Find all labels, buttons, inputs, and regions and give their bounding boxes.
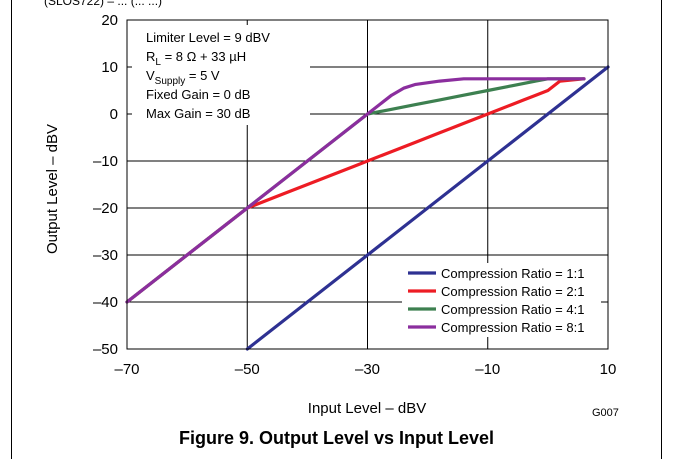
- legend-entry-label: Compression Ratio = 4:1: [441, 302, 584, 317]
- y-tick-label: –20: [93, 200, 118, 217]
- x-axis-label: Input Level – dBV: [308, 400, 426, 417]
- annotation-background: [132, 25, 310, 125]
- x-tick-label: –70: [114, 361, 139, 378]
- figure-code: G007: [592, 407, 619, 419]
- y-axis-label: Output Level – dBV: [44, 124, 61, 254]
- plot-area-border: [126, 19, 609, 350]
- page-frame-left-border: [11, 0, 12, 459]
- x-tick-label: 10: [600, 361, 617, 378]
- annotation-text: Fixed Gain = 0 dB: [146, 87, 250, 102]
- legend-entry-label: Compression Ratio = 1:1: [441, 266, 584, 281]
- y-tick-label: 10: [101, 59, 118, 76]
- y-tick-label: 20: [101, 12, 118, 29]
- tick-labels: –70 –50 –30 –10 10 –50 –40 –30 –20 –10 0 10 20: [93, 12, 616, 378]
- x-tick-label: –30: [355, 361, 380, 378]
- legend-entry-label: Compression Ratio = 8:1: [441, 320, 584, 335]
- x-tick-label: –50: [235, 361, 260, 378]
- annotation-line: Max Gain = 30 dB: [146, 106, 250, 121]
- annotation-line: Limiter Level = 9 dBV: [146, 30, 270, 45]
- y-tick-label: 0: [110, 106, 118, 123]
- legend: Compression Ratio = 1:1 Compression Ratio…: [402, 263, 601, 337]
- series-line: [245, 65, 610, 351]
- output-vs-input-chart: –70 –50 –30 –10 10 –50 –40 –30 –20 –10 0 10 20 Limit…: [44, 12, 616, 417]
- annotation-text: Limiter Level = 9 dBV: [146, 30, 270, 45]
- annotation-symbol: V: [146, 68, 155, 83]
- series-line: [125, 77, 586, 304]
- header-fragment: (SLOS722) – ... (... ...): [44, 0, 163, 8]
- x-tick-label: –10: [475, 361, 500, 378]
- y-tick-label: –50: [93, 341, 118, 358]
- annotation-symbol: R: [146, 49, 155, 64]
- figure-caption: Figure 9. Output Level vs Input Level: [178, 428, 495, 448]
- annotation-subscript: Supply: [155, 76, 186, 87]
- annotation-text: Max Gain = 30 dB: [146, 106, 250, 121]
- legend-background: [402, 263, 601, 337]
- annotation-line: VSupply = 5 V: [146, 68, 220, 87]
- y-tick-label: –40: [93, 294, 118, 311]
- annotation-text: = 5 V: [185, 68, 220, 83]
- annotation-subscript: L: [155, 57, 161, 68]
- annotation-text: = 8 Ω + 33 µH: [161, 49, 246, 64]
- series-line: [125, 77, 586, 304]
- annotation-line: RL = 8 Ω + 33 µH: [146, 49, 246, 68]
- page-frame-right-border: [661, 0, 662, 459]
- y-tick-label: –10: [93, 153, 118, 170]
- legend-entry-label: Compression Ratio = 2:1: [441, 284, 584, 299]
- series-layer: [125, 65, 610, 351]
- annotation-line: Fixed Gain = 0 dB: [146, 87, 250, 102]
- y-tick-label: –30: [93, 247, 118, 264]
